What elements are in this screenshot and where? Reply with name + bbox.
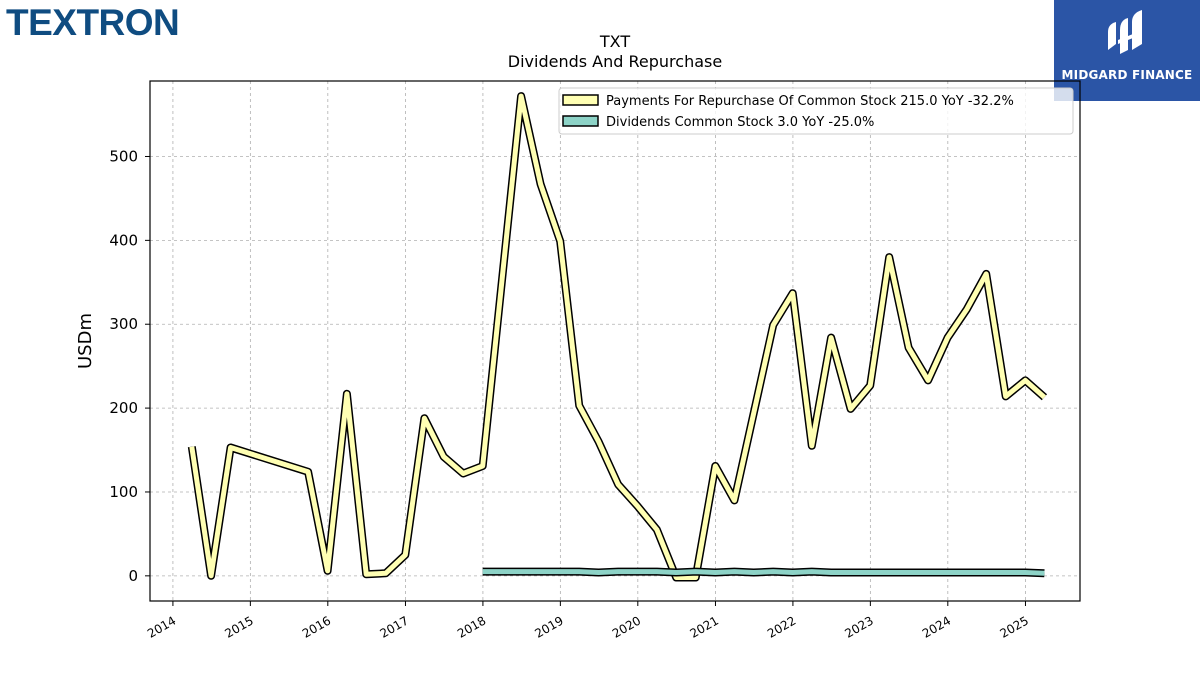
- y-tick-label: 300: [109, 315, 138, 333]
- x-tick-label: 2021: [688, 613, 721, 640]
- chart-subtitle: Dividends And Repurchase: [507, 52, 723, 71]
- legend-label: Dividends Common Stock 3.0 YoY -25.0%: [606, 115, 874, 130]
- y-tick-label: 0: [128, 567, 138, 585]
- x-tick-label: 2018: [455, 613, 488, 640]
- x-tick-label: 2014: [145, 613, 178, 640]
- series-outline-0: [187, 92, 1048, 582]
- x-tick-label: 2019: [532, 613, 565, 640]
- legend-label: Payments For Repurchase Of Common Stock …: [606, 94, 1014, 109]
- legend-swatch: [562, 94, 599, 106]
- y-tick-label: 100: [109, 483, 138, 501]
- chart-title: TXT: [599, 32, 631, 51]
- x-tick-label: 2025: [998, 613, 1031, 640]
- y-tick-label: 200: [109, 399, 138, 417]
- textron-logo: TEXTRON: [6, 2, 180, 43]
- legend-box: [558, 87, 1074, 135]
- y-tick-label: 500: [109, 147, 138, 165]
- legend: Payments For Repurchase Of Common Stock …: [558, 87, 1074, 135]
- x-tick-label: 2017: [378, 613, 411, 640]
- x-tick-label: 2015: [222, 613, 255, 640]
- badge-label: MIDGARD FINANCE: [1061, 68, 1193, 82]
- legend-swatch: [562, 115, 599, 127]
- midgard-finance-badge: MIDGARD FINANCE: [1054, 0, 1200, 101]
- x-tick-label: 2022: [765, 613, 798, 640]
- series-line-1: [482, 569, 1045, 576]
- plot-frame: [149, 80, 1081, 602]
- midgard-logo-icon: [1104, 10, 1150, 70]
- series-line-0: [189, 93, 1047, 580]
- y-axis-label: USDm: [75, 313, 96, 369]
- x-tick-label: 2016: [300, 613, 333, 640]
- x-tick-label: 2023: [842, 613, 875, 640]
- y-tick-label: 400: [109, 231, 138, 249]
- x-tick-label: 2024: [920, 613, 953, 640]
- x-tick-label: 2020: [610, 613, 643, 640]
